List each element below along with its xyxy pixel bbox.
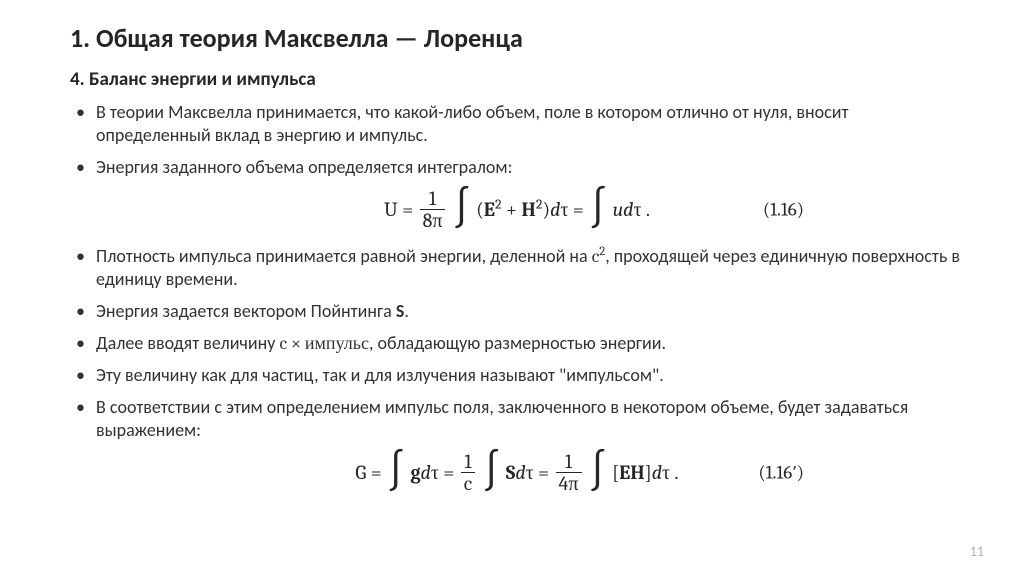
bullet-item: Энергия заданного объема определяется ин… (92, 156, 964, 179)
bullet-list: В теории Максвелла принимается, что како… (70, 101, 964, 179)
eq-equals: = (402, 200, 413, 220)
eq-frac-den: 4π (556, 473, 582, 494)
equation-1: U = 1 8π ∫ (E2 + H2)dτ = ∫ udτ . (1.16) (70, 188, 964, 231)
bullet-text: Энергия задается вектором Пойнтинга (96, 300, 396, 322)
bullet-item: Энергия задается вектором Пойнтинга S. (92, 300, 964, 323)
inline-math-c2: c2 (592, 246, 606, 267)
bullet-item: В теории Максвелла принимается, что како… (92, 101, 964, 147)
bullet-list: Плотность импульса принимается равной эн… (70, 245, 964, 442)
bullet-item: Плотность импульса принимается равной эн… (92, 245, 964, 291)
eq-frac-den: c (461, 473, 475, 494)
eq-equals: = (371, 463, 382, 483)
bullet-text: , обладающую размерностью энергии. (369, 332, 666, 354)
bullet-item: Эту величину как для частиц, так и для и… (92, 364, 964, 387)
slide-title: 1. Общая теория Максвелла — Лоренца (70, 22, 964, 54)
eq-frac-den: 8π (420, 210, 446, 231)
eq-lhs: G (355, 463, 366, 483)
integral-icon: ∫ (589, 454, 607, 488)
slide: 1. Общая теория Максвелла — Лоренца 4. Б… (0, 0, 1024, 574)
eq-equals: = (538, 463, 549, 483)
integral-icon: ∫ (387, 454, 405, 488)
eq-integrand: Sdτ (506, 463, 534, 483)
eq-integrand: (E2 + H2)dτ (476, 200, 568, 220)
equation-number: (1.16) (763, 200, 804, 219)
integral-icon: ∫ (589, 191, 607, 225)
section-subtitle: 4. Баланс энергии и импульса (70, 68, 964, 91)
eq-frac-num: 1 (420, 188, 446, 210)
integral-icon: ∫ (483, 454, 501, 488)
eq-frac-num: 1 (556, 451, 582, 473)
bullet-text: Далее вводят величину (96, 332, 279, 354)
bullet-item: В соответствии с этим определением импул… (92, 396, 964, 442)
eq-equals: = (443, 463, 454, 483)
eq-integrand: gdτ (410, 463, 438, 483)
inline-math-cxi: c × импульс (279, 333, 369, 354)
eq-fraction: 1 8π (420, 188, 446, 231)
bullet-text: . (404, 300, 409, 322)
eq-lhs: U (384, 200, 398, 220)
equation-number: (1.16′) (758, 463, 804, 482)
bullet-text: Плотность импульса принимается равной эн… (96, 245, 592, 267)
eq-fraction: 1 c (461, 451, 475, 494)
eq-equals: = (573, 200, 584, 220)
eq-integrand: udτ . (613, 200, 650, 220)
eq-integrand: [EH]dτ . (612, 463, 678, 483)
page-number: 11 (970, 543, 984, 560)
eq-frac-num: 1 (461, 451, 475, 473)
equation-2: G = ∫ gdτ = 1 c ∫ Sdτ = 1 4π ∫ [EH]dτ . … (70, 451, 964, 494)
eq-fraction: 1 4π (556, 451, 582, 494)
bullet-item: Далее вводят величину c × импульс, облад… (92, 332, 964, 355)
integral-icon: ∫ (453, 191, 471, 225)
